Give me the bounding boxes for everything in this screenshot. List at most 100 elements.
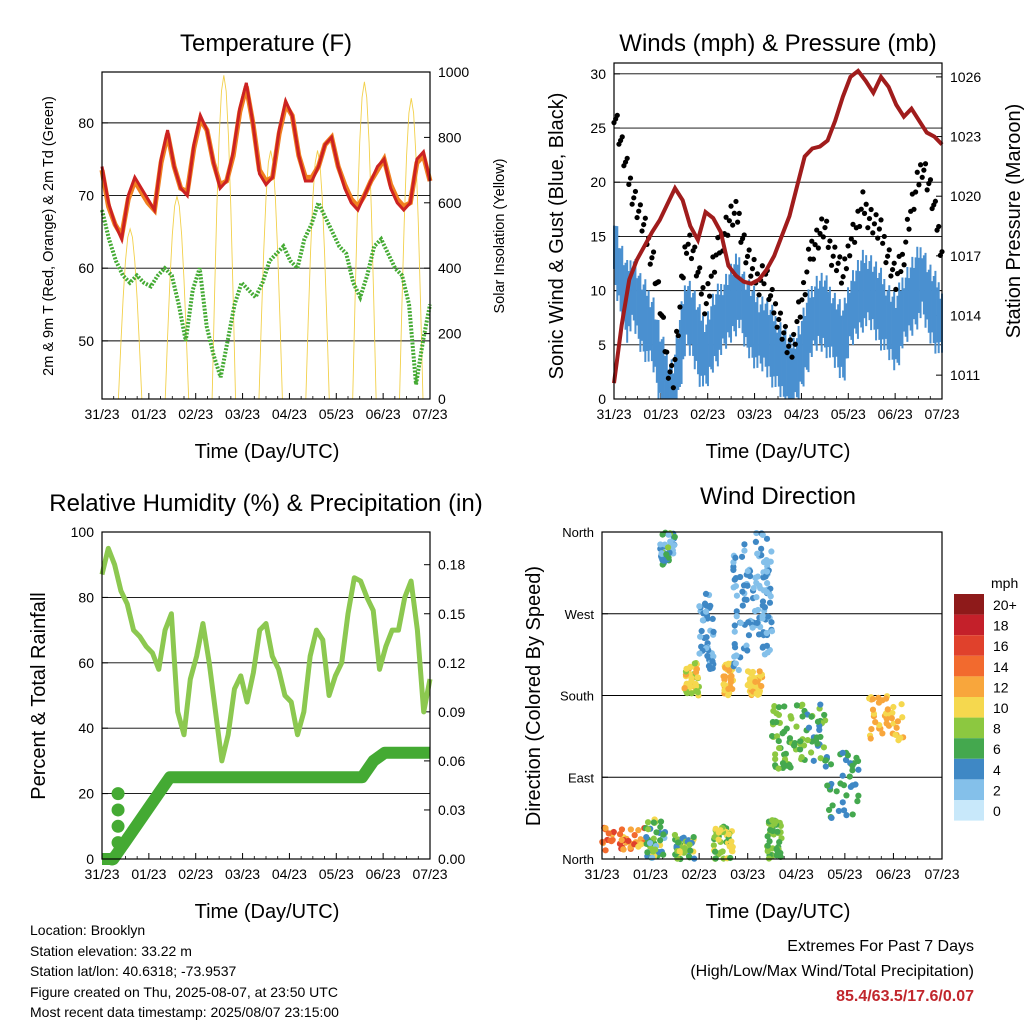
gust-point xyxy=(797,314,803,320)
wind-direction-point xyxy=(776,839,783,846)
gust-point xyxy=(725,232,731,238)
gust-point xyxy=(904,216,910,222)
wind-direction-point xyxy=(774,847,781,855)
gust-point xyxy=(761,281,767,287)
wind-direction-point xyxy=(737,619,744,627)
wind-direction-point xyxy=(746,675,754,683)
gust-point xyxy=(878,217,884,223)
y-tick-label: 0 xyxy=(598,391,606,407)
wind-direction-point xyxy=(750,584,757,592)
y-tick-label: 15 xyxy=(590,228,606,244)
wind-direction-point xyxy=(715,836,722,843)
gust-point xyxy=(917,162,924,168)
humidity-precip-panel: Relative Humidity (%) & Precipitation (i… xyxy=(28,490,483,923)
wind-direction-point xyxy=(743,596,750,603)
gust-point xyxy=(647,261,653,267)
colorbar-swatch xyxy=(954,800,984,821)
wind-direction-point xyxy=(855,792,862,799)
x-tick-label: 07/23 xyxy=(412,406,447,422)
x-tick-label: 31/23 xyxy=(584,866,619,882)
wind-direction-point xyxy=(752,678,759,685)
solar-ylabel: Solar Insolation (Yellow) xyxy=(492,158,508,313)
wind-direction-point xyxy=(686,841,693,848)
humidity-xlabel: Time (Day/UTC) xyxy=(195,901,340,923)
gust-point xyxy=(629,201,635,207)
gust-point xyxy=(891,260,897,266)
created-text: Figure created on Thu, 2025-08-07, at 23… xyxy=(30,983,338,1000)
x-tick-label: 02/23 xyxy=(178,406,213,422)
wind-direction-point xyxy=(610,828,617,836)
gust-point xyxy=(683,250,690,256)
gust-point xyxy=(787,337,793,343)
temperature-ylabel: 2m & 9m T (Red, Orange) & 2m Td (Green) xyxy=(41,96,57,376)
gust-point xyxy=(748,273,754,279)
colorbar-swatch xyxy=(954,697,984,718)
gust-point xyxy=(634,214,640,221)
wind-direction-point xyxy=(768,628,776,635)
gust-point xyxy=(772,301,779,307)
wind-direction-point xyxy=(705,662,713,670)
wind-direction-point xyxy=(644,819,652,826)
wind-direction-point xyxy=(854,757,862,765)
y-tick-label: 200 xyxy=(438,326,462,342)
wind-direction-point xyxy=(840,807,848,814)
wind-direction-point xyxy=(868,726,875,733)
gust-point xyxy=(805,246,812,252)
gust-point xyxy=(777,310,784,316)
wind-direction-point xyxy=(843,812,850,819)
y-tick-label: 0.06 xyxy=(438,753,465,769)
wind-direction-point xyxy=(665,531,672,538)
wind-direction-point xyxy=(817,701,824,708)
y-tick-label: 1014 xyxy=(950,307,981,323)
colorbar-label: 10 xyxy=(993,700,1009,716)
gust-point xyxy=(636,208,642,214)
gust-point xyxy=(631,195,637,201)
gust-point xyxy=(819,216,825,222)
wind-direction-point xyxy=(710,842,717,849)
wind-pressure-title: Winds (mph) & Pressure (mb) xyxy=(619,30,936,57)
location-text: Location: Brooklyn xyxy=(30,922,146,938)
gust-point xyxy=(685,241,691,247)
gust-point xyxy=(916,182,922,188)
wind-direction-xlabel: Time (Day/UTC) xyxy=(706,901,851,923)
wind-direction-point xyxy=(822,757,829,764)
gust-point xyxy=(744,253,751,259)
gust-point xyxy=(789,354,795,360)
wind-direction-point xyxy=(762,573,769,580)
gust-point xyxy=(759,263,765,269)
x-tick-label: 03/23 xyxy=(730,866,765,882)
gust-point xyxy=(767,293,774,299)
temperature-plot-frame xyxy=(101,71,431,400)
wind-direction-point xyxy=(739,588,746,595)
wind-direction-point xyxy=(754,606,762,614)
gust-point xyxy=(911,206,917,212)
gust-point xyxy=(706,293,713,299)
gust-point xyxy=(815,245,821,251)
wind-direction-point xyxy=(754,619,761,626)
wind-direction-point xyxy=(696,603,703,610)
wind-direction-point xyxy=(849,767,856,774)
wind-direction-point xyxy=(869,706,877,713)
wind-direction-point xyxy=(894,718,901,725)
gust-point xyxy=(627,175,634,181)
wind-direction-point xyxy=(733,652,740,659)
gust-point xyxy=(776,316,782,323)
gust-point xyxy=(893,286,899,292)
wind-direction-point xyxy=(744,567,751,575)
wind-direction-point xyxy=(731,644,739,651)
gust-point xyxy=(830,253,836,259)
y-tick-label: 0.09 xyxy=(438,704,465,720)
wind-direction-point xyxy=(671,831,679,839)
x-tick-label: 04/23 xyxy=(272,866,307,882)
wind-direction-point xyxy=(837,780,844,787)
wind-direction-point xyxy=(616,831,624,838)
wind-direction-point xyxy=(692,680,699,688)
humidity-ylabel: Percent & Total Rainfall xyxy=(28,592,50,800)
wind-direction-point xyxy=(867,735,874,742)
gust-point xyxy=(889,266,896,273)
wind-direction-point xyxy=(839,749,846,756)
wind-direction-point xyxy=(725,831,732,838)
gust-point xyxy=(639,228,645,234)
x-tick-label: 05/23 xyxy=(831,406,866,422)
